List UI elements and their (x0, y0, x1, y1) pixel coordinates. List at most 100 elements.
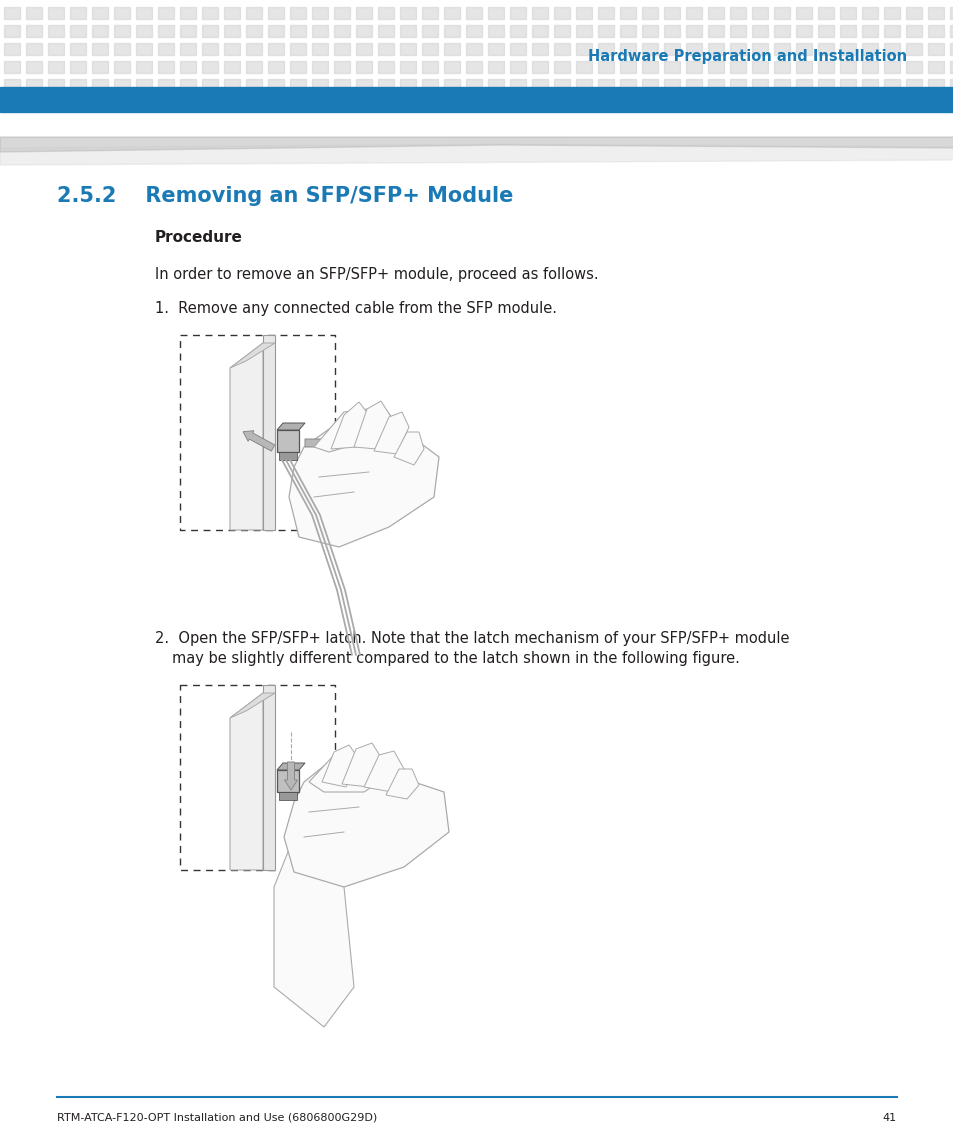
Bar (70, 44, 86, 55)
Text: 2.5.2    Removing an SFP/SFP+ Module: 2.5.2 Removing an SFP/SFP+ Module (57, 185, 513, 206)
Bar (180, 44, 195, 55)
Bar (312, 7, 328, 19)
Bar (729, 61, 745, 73)
Bar (663, 44, 679, 55)
Bar (927, 25, 943, 37)
Bar (70, 7, 86, 19)
Bar (70, 25, 86, 37)
Bar (554, 7, 569, 19)
Bar (795, 7, 811, 19)
Bar (795, 25, 811, 37)
Bar (619, 25, 636, 37)
Bar (113, 79, 130, 90)
Polygon shape (331, 402, 369, 449)
Bar (576, 61, 592, 73)
Bar (290, 79, 306, 90)
Bar (0, 87, 953, 112)
Bar (4, 44, 20, 55)
Bar (729, 25, 745, 37)
Bar (48, 44, 64, 55)
Bar (224, 44, 240, 55)
Bar (554, 25, 569, 37)
Bar (246, 44, 262, 55)
Bar (158, 61, 173, 73)
Bar (883, 79, 899, 90)
Bar (399, 44, 416, 55)
Bar (377, 44, 394, 55)
Polygon shape (289, 423, 438, 547)
Polygon shape (354, 401, 391, 449)
Bar (685, 7, 701, 19)
Bar (91, 61, 108, 73)
Bar (180, 61, 195, 73)
Polygon shape (309, 755, 394, 792)
Bar (263, 335, 274, 530)
Bar (840, 79, 855, 90)
Bar (421, 79, 437, 90)
Bar (355, 61, 372, 73)
Bar (883, 7, 899, 19)
Bar (136, 61, 152, 73)
Bar (751, 7, 767, 19)
Bar (641, 25, 658, 37)
Bar (48, 61, 64, 73)
Bar (927, 44, 943, 55)
Bar (685, 44, 701, 55)
Bar (576, 44, 592, 55)
Bar (202, 25, 218, 37)
Bar (465, 44, 481, 55)
Bar (862, 7, 877, 19)
Polygon shape (230, 693, 274, 718)
Bar (246, 61, 262, 73)
Bar (268, 44, 284, 55)
Bar (576, 25, 592, 37)
Bar (576, 7, 592, 19)
Bar (4, 79, 20, 90)
Bar (840, 61, 855, 73)
Polygon shape (230, 693, 263, 870)
Bar (26, 61, 42, 73)
Bar (48, 79, 64, 90)
Bar (619, 79, 636, 90)
Bar (91, 79, 108, 90)
Bar (949, 25, 953, 37)
Bar (268, 25, 284, 37)
Bar (290, 25, 306, 37)
Bar (399, 61, 416, 73)
Bar (26, 79, 42, 90)
Bar (334, 44, 350, 55)
Bar (510, 79, 525, 90)
Bar (4, 61, 20, 73)
Bar (421, 25, 437, 37)
Bar (905, 25, 921, 37)
Bar (751, 25, 767, 37)
Bar (598, 25, 614, 37)
Text: RTM-ATCA-F120-OPT Installation and Use (6806800G29D): RTM-ATCA-F120-OPT Installation and Use (… (57, 1113, 376, 1123)
Bar (377, 79, 394, 90)
Bar (91, 25, 108, 37)
Bar (246, 25, 262, 37)
FancyArrow shape (305, 436, 343, 450)
Bar (312, 61, 328, 73)
Bar (421, 44, 437, 55)
Bar (399, 25, 416, 37)
Bar (862, 25, 877, 37)
Bar (532, 61, 547, 73)
Bar (268, 7, 284, 19)
Bar (510, 7, 525, 19)
Bar (707, 61, 723, 73)
Bar (158, 79, 173, 90)
Bar (443, 61, 459, 73)
Bar (202, 79, 218, 90)
Polygon shape (394, 432, 423, 465)
Bar (751, 79, 767, 90)
Bar (905, 44, 921, 55)
Bar (862, 79, 877, 90)
Bar (927, 61, 943, 73)
Bar (619, 44, 636, 55)
Bar (905, 79, 921, 90)
Bar (663, 79, 679, 90)
Bar (773, 25, 789, 37)
Bar (180, 7, 195, 19)
Polygon shape (230, 344, 263, 530)
